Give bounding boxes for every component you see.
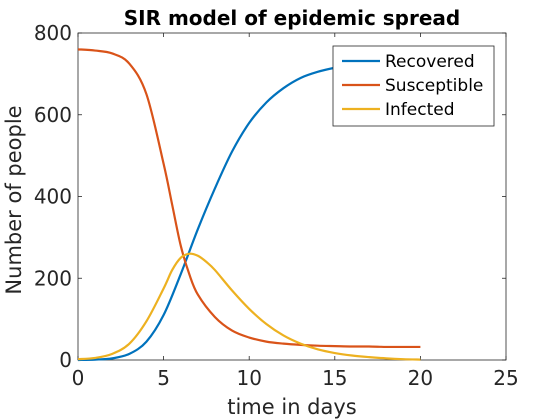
series-line-infected (77, 252, 421, 361)
chart-title: SIR model of epidemic spread (124, 6, 460, 30)
x-tick-label: 20 (408, 366, 433, 390)
axis-ticks: 0 5 10 15 20 25 0 200 400 600 800 (34, 21, 519, 390)
x-tick-label: 25 (493, 366, 518, 390)
x-tick-label: 15 (322, 366, 347, 390)
series-line-susceptible (77, 48, 421, 349)
y-tick-label: 400 (34, 185, 72, 209)
legend-label-susceptible: Susceptible (385, 76, 483, 96)
y-tick-label: 200 (34, 266, 72, 290)
x-tick-label: 0 (72, 366, 85, 390)
x-tick-label: 5 (157, 366, 170, 390)
y-tick-label: 800 (34, 21, 72, 45)
legend: Recovered Susceptible Infected (332, 45, 495, 127)
x-axis-label: time in days (227, 395, 357, 419)
legend-label-infected: Infected (385, 100, 455, 120)
y-axis-label: Number of people (2, 105, 26, 294)
legend-label-recovered: Recovered (385, 52, 475, 72)
y-tick-label: 600 (34, 103, 72, 127)
y-tick-label: 0 (59, 348, 72, 372)
x-tick-label: 10 (236, 366, 261, 390)
